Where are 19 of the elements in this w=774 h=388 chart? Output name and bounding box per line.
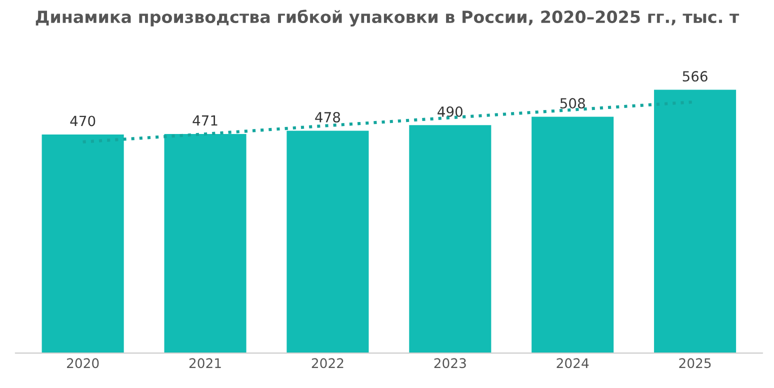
- bar: [164, 134, 246, 354]
- data-label: 470: [70, 116, 96, 126]
- data-label: 566: [682, 71, 708, 82]
- x-tick-label: 2020: [67, 358, 99, 368]
- bar: [532, 116, 614, 354]
- data-label: 478: [315, 112, 340, 122]
- bar: [286, 130, 369, 354]
- x-tick-label: 2024: [556, 358, 589, 368]
- bar: [654, 90, 736, 354]
- data-label: 508: [560, 98, 585, 109]
- x-tick-label: 2021: [189, 358, 221, 368]
- bar: [42, 134, 124, 354]
- x-tick-label: 2025: [679, 358, 711, 368]
- chart-title: Динамика производства гибкой упаковки в России, 2020–2025 гг., тыс. т: [36, 10, 740, 27]
- x-tick-label: 2023: [434, 358, 466, 368]
- bar: [409, 125, 492, 354]
- data-label: 471: [192, 115, 218, 126]
- x-tick-label: 2022: [312, 358, 344, 368]
- data-label: 490: [438, 106, 462, 117]
